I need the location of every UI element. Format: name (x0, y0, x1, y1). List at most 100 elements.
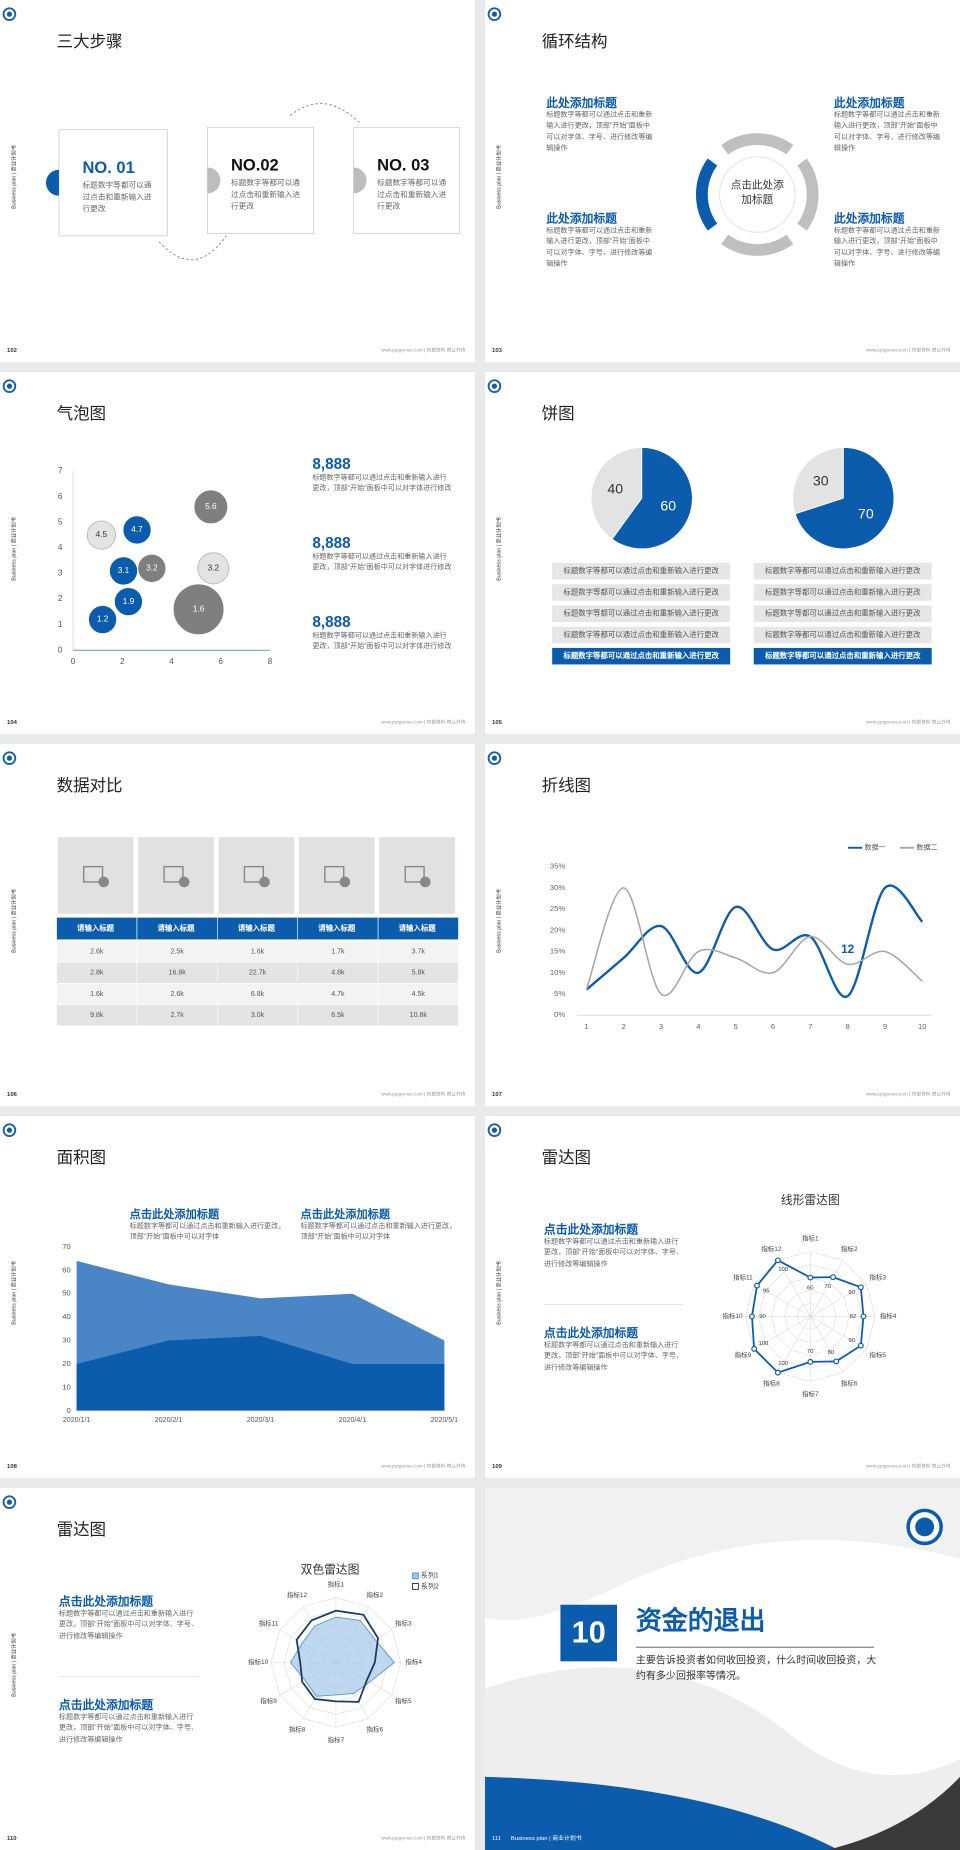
cell-text: 6.5k (331, 1012, 345, 1019)
bubble-label: 1.2 (97, 615, 109, 624)
step-text-box: 标题数字等都可以通过点击和重新输入进行更改 (83, 182, 152, 214)
slide-title: 饼图 (542, 404, 575, 423)
side-label: Business plan | 商业计划书 (495, 516, 503, 580)
side-label: Business plan | 商业计划书 (10, 888, 18, 952)
row-text: 标题数字等都可以通过点击和重新输入进行更改 (563, 565, 719, 575)
slide-title: 气泡图 (57, 404, 106, 423)
footer: www.pptgenius.com | 内部资料 禁止外传 (381, 1090, 466, 1097)
header-text: 请输入标题 (157, 922, 195, 932)
bg-swoosh (485, 1488, 960, 1621)
y-tick-label: 0 (66, 1406, 70, 1415)
page-number: 107 (492, 1092, 503, 1098)
note-text-box: 标题数字等都可以通过点击和重新输入进行更改，顶部“开始”面板中可以对字体 (301, 1223, 457, 1241)
footer: www.pptgenius.com | 内部资料 禁止外传 (381, 1462, 466, 1469)
x-tick-label: 8 (846, 1022, 850, 1031)
x-tick-label: 2 (622, 1022, 626, 1031)
radar-value-label: 100 (758, 1341, 769, 1347)
pie-slice (590, 446, 643, 540)
image-placeholder (218, 837, 295, 914)
slide-title: 循环结构 (542, 32, 608, 51)
page-number: 109 (492, 1464, 503, 1470)
image-icon-plus (339, 876, 351, 888)
cycle-arrow (721, 133, 794, 155)
image-icon (324, 865, 345, 883)
radar-point (774, 1257, 781, 1264)
radar-axis-label: 指标4 (405, 1657, 422, 1666)
radar-axis-label: 指标5 (869, 1350, 886, 1359)
cell-text: 1.7k (331, 948, 345, 955)
row-text: 标题数字等都可以通过点击和重新输入进行更改 (764, 650, 921, 660)
side-label: Business plan | 商业计划书 (495, 1260, 503, 1324)
pie-slice (794, 446, 895, 550)
stat-value: 8,888 (312, 614, 351, 631)
slide: 雷达图 Business plan | 商业计划书 110 www.pptgenius… (0, 1488, 475, 1850)
x-tick-label: 2020/3/1 (247, 1417, 275, 1424)
block-text: 标题数字等都可以通过点击和重新输入进行更改，顶部“开始”面板中可以对字体、字号、… (546, 227, 653, 268)
chart-title: 线形雷达图 (781, 1193, 840, 1207)
note-title: 点击此处添加标题 (544, 1326, 638, 1340)
radar-point (860, 1313, 867, 1320)
block-text: 标题数字等都可以通过点击和重新输入进行更改，顶部“开始”面板中可以对字体、字号、… (546, 112, 653, 152)
cycle-arrow (695, 158, 718, 231)
x-tick-label: 2020/5/1 (431, 1417, 459, 1424)
page-number: 103 (492, 348, 503, 354)
side-label: Business plan | 商业计划书 (495, 888, 503, 952)
slide-canvas: 10 资金的退出主要告诉投资者如何收回投资，什么时间收回投资，大约有多少回报率等情… (485, 1488, 960, 1850)
page-number: 111 (492, 1836, 501, 1842)
stat-text-box: 标题数字等都可以通过点击和重新输入进行更改，顶部“开始”面板中可以对字体进行修改 (312, 554, 451, 572)
pie-label: 60 (660, 498, 676, 514)
stat-text: 标题数字等都可以通过点击和重新输入进行更改，顶部“开始”面板中可以对字体进行修改 (312, 632, 452, 651)
radar-axis-label: 指标1 (328, 1579, 345, 1588)
slide-bg (0, 1488, 475, 1850)
radar-series (295, 1609, 379, 1703)
block-text-box: 标题数字等都可以通过点击和重新输入进行更改，顶部“开始”面板中可以对字体、字号、… (833, 112, 940, 152)
footer: www.pptgenius.com | 内部资料 禁止外传 (866, 1090, 951, 1097)
step-label: NO. 03 (377, 157, 429, 175)
slide: 折线图 Business plan | 商业计划书 107 www.pptgenius… (485, 744, 960, 1106)
row-box (552, 605, 731, 622)
dashed-connector (158, 235, 227, 261)
slide: 数据对比 Business plan | 商业计划书 106 www.pptgeniu… (0, 744, 475, 1106)
block-text: 标题数字等都可以通过点击和重新输入进行更改，顶部“开始”面板中可以对字体、字号、… (833, 112, 940, 152)
x-tick-label: 3 (659, 1022, 663, 1031)
bubble-label: 1.9 (123, 597, 135, 606)
note-text: 标题数字等都可以通过点击和重新输入进行更改，顶部“开始”面板中可以对字体、字号、… (543, 1238, 684, 1268)
radar-axis-label: 指标3 (395, 1618, 412, 1627)
bubble-label: 3.1 (118, 566, 130, 575)
note-text-box: 标题数字等都可以通过点击和重新输入进行更改，顶部“开始”面板中可以对字体、字号、… (544, 1342, 683, 1371)
radar-axis-label: 指标1 (802, 1233, 819, 1242)
radar-value-label: 80 (828, 1350, 835, 1356)
radar-value-label: 82 (850, 1314, 857, 1320)
note-text-box: 标题数字等都可以通过点击和重新输入进行更改，顶部“开始”面板中可以对字体、字号、… (59, 1611, 198, 1640)
bubble (122, 515, 152, 545)
radar-value-label: 100 (778, 1361, 789, 1367)
radar-axis-label: 指标10 (248, 1657, 269, 1666)
radar-point (751, 1345, 758, 1352)
radar-point (749, 1313, 755, 1320)
slide-title: 数据对比 (57, 776, 123, 795)
side-label: Business plan | 商业计划书 (495, 144, 503, 208)
radar-axis-label: 指标3 (869, 1272, 886, 1281)
x-tick-label: 1 (584, 1022, 588, 1031)
step-tab (207, 167, 221, 194)
side-label: Business plan | 商业计划书 (511, 1834, 582, 1842)
slide: 10 资金的退出 主要告诉投资者如何收回投资，什么时间收回投资，大约有多少回报率等情… (485, 1488, 960, 1850)
pie-label: 40 (607, 480, 623, 496)
cell-text: 2.5k (170, 948, 184, 955)
image-icon-plus (259, 876, 270, 888)
page-number: 105 (492, 720, 503, 726)
slide-canvas: 雷达图 Business plan | 商业计划书 110 www.pptgenius… (0, 1488, 475, 1850)
y-tick-label: 6 (58, 492, 63, 501)
y-tick-label: 4 (58, 543, 63, 552)
row-box (753, 605, 932, 622)
y-tick-label: 7 (58, 466, 63, 475)
bubble (87, 604, 118, 635)
slide: 气泡图 Business plan | 商业计划书 104 www.pptgenius… (0, 372, 475, 734)
number-box (560, 1604, 618, 1662)
side-label: Business plan | 商业计划书 (10, 1632, 18, 1696)
radar-axis-label: 指标10 (722, 1311, 743, 1320)
header-text: 请输入标题 (77, 922, 115, 932)
footer: www.pptgenius.com | 内部资料 禁止外传 (381, 346, 466, 353)
slide-canvas: 循环结构 Business plan | 商业计划书 103 www.pptgeniu… (485, 0, 960, 362)
